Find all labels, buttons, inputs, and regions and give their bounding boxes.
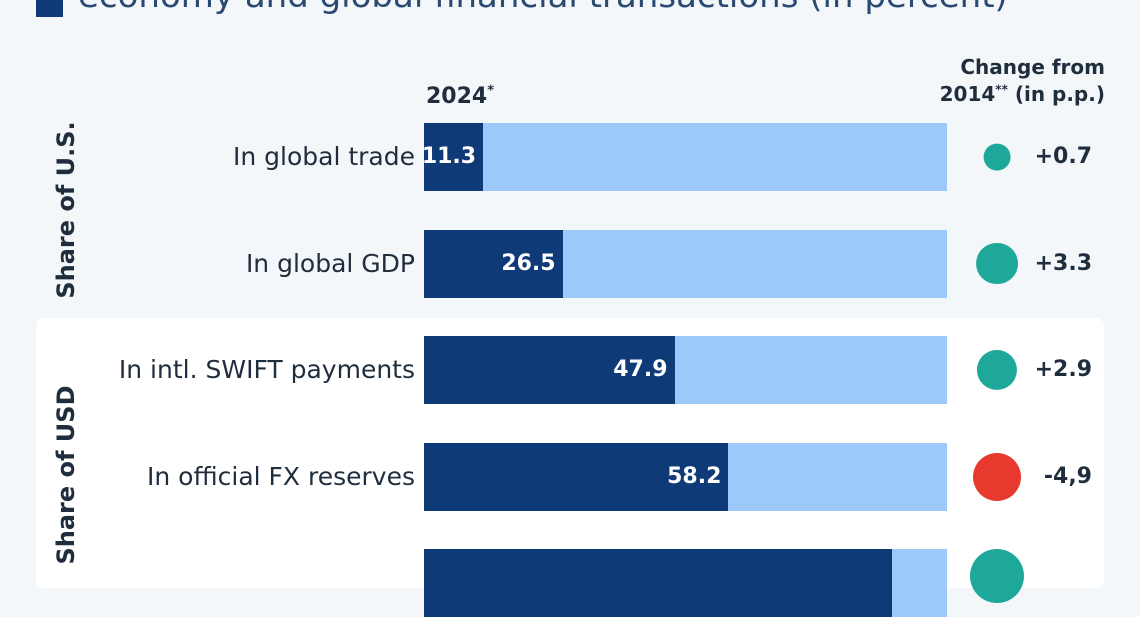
bar-track: 26.5 <box>424 229 947 298</box>
change-dot <box>976 349 1018 391</box>
change-value-label: +3.3 <box>1034 250 1092 276</box>
change-dot <box>983 143 1011 171</box>
bar <box>424 549 893 617</box>
change-dot <box>970 549 1024 603</box>
year-footnote-mark: * <box>487 83 495 99</box>
legend-swatch <box>36 0 63 17</box>
row-label: In official FX reserves <box>147 461 415 491</box>
bar-value-label: 11.3 <box>421 144 477 169</box>
bar-track <box>424 549 947 617</box>
bar: 26.5 <box>424 229 563 298</box>
row-label: In intl. SWIFT payments <box>118 355 415 384</box>
bar: 58.2 <box>424 442 729 511</box>
change-dot <box>973 452 1021 501</box>
row-label: In global GDP <box>245 248 415 278</box>
bar-track: 11.3 <box>421 123 947 191</box>
bar-track: 47.9 <box>424 336 947 404</box>
column-header-change: Change from 2014** (in p.p.) <box>940 54 1105 108</box>
bar-value-label: 26.5 <box>501 250 556 276</box>
change-value-label: +0.7 <box>1034 144 1092 169</box>
change-header-unit: (in p.p.) <box>1007 82 1105 106</box>
year-text: 2024 <box>426 84 488 109</box>
bar-value-label: 58.2 <box>667 463 722 489</box>
bar: 47.9 <box>424 336 675 404</box>
change-header-line1: Change from <box>960 55 1105 79</box>
change-header-line2: 2014** (in p.p.) <box>940 81 1105 108</box>
change-dot <box>976 242 1018 285</box>
change-value-label: +2.9 <box>1034 357 1092 382</box>
bar-track: 58.2 <box>424 442 947 511</box>
bar-value-label: 47.9 <box>613 357 668 382</box>
bar: 11.3 <box>421 123 484 191</box>
change-footnote-mark: ** <box>995 82 1008 97</box>
legend-text: economy and global financial transaction… <box>78 0 1008 18</box>
row-label: In global trade <box>232 142 415 171</box>
change-value-label: -4,9 <box>1043 463 1092 489</box>
change-header-year: 2014 <box>939 82 996 106</box>
column-header-year: 2024* <box>426 82 494 112</box>
